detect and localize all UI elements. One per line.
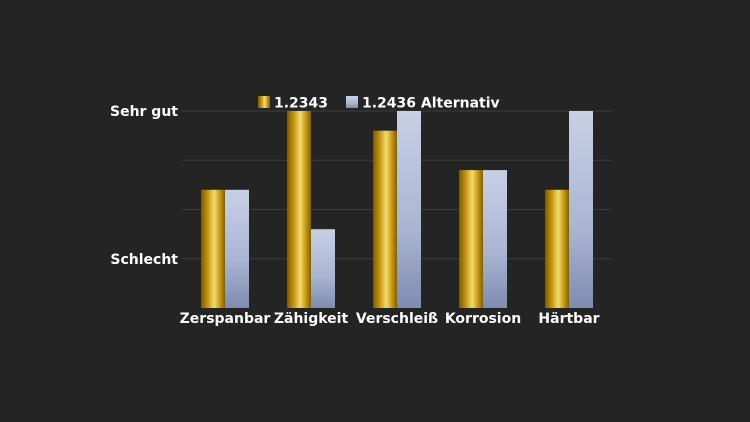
x-tick-label-4: Härtbar — [538, 311, 599, 327]
bar-0-series-0 — [201, 189, 225, 308]
legend-swatch-0 — [258, 96, 270, 108]
legend-label-1: 1.2436 Alternativ — [362, 96, 500, 112]
y-tick-label-0: Schlecht — [110, 252, 178, 268]
legend-label-0: 1.2343 — [274, 96, 328, 112]
x-axis-ticks: Zerspanbar Zähigkeit Verschleiß Korrosion Hä… — [180, 311, 600, 327]
x-tick-label-3: Korrosion — [445, 311, 521, 327]
x-tick-label-1: Zähigkeit — [274, 311, 349, 327]
legend: 1.2343 1.2436 Alternativ — [258, 96, 500, 112]
x-tick-label-2: Verschleiß — [356, 311, 438, 327]
bars — [201, 111, 593, 308]
bar-3-series-0 — [459, 170, 483, 308]
bar-2-series-1 — [397, 111, 421, 308]
bar-4-series-0 — [545, 189, 569, 308]
legend-swatch-1 — [346, 96, 358, 108]
bar-2-series-0 — [373, 130, 397, 308]
bar-1-series-0 — [287, 111, 311, 308]
bar-0-series-1 — [225, 189, 249, 308]
bar-1-series-1 — [311, 229, 335, 308]
bar-4-series-1 — [569, 111, 593, 308]
y-axis-ticks: Schlecht Sehr gut — [110, 104, 178, 268]
y-tick-label-1: Sehr gut — [110, 104, 178, 120]
bar-3-series-1 — [483, 170, 507, 308]
x-tick-label-0: Zerspanbar — [180, 311, 271, 327]
